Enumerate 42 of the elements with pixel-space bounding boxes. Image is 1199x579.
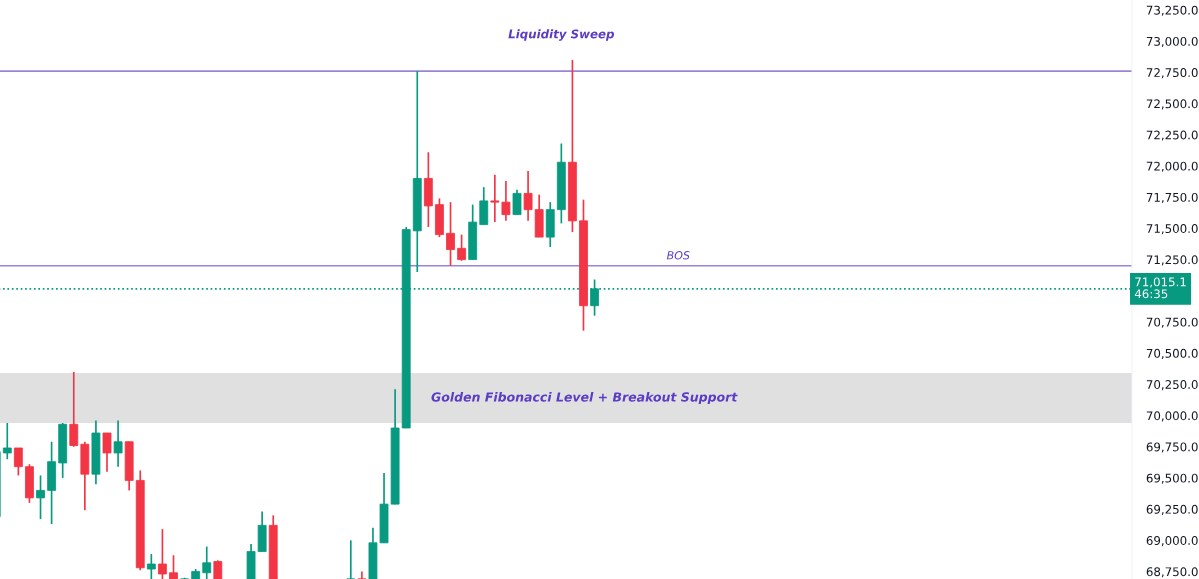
y-tick-label: 68,750.0 (1146, 567, 1198, 578)
candlestick (523, 170, 533, 222)
y-tick-label: 71,500.0 (1146, 224, 1198, 235)
candlestick (169, 554, 178, 579)
y-tick-label: 72,750.0 (1146, 68, 1198, 79)
y-tick-label: 69,250.0 (1146, 504, 1198, 515)
y-tick-label: 70,250.0 (1146, 380, 1198, 391)
y-tick-label: 72,000.0 (1146, 161, 1198, 172)
band-label: Golden Fibonacci Level + Breakout Support (431, 392, 738, 405)
candlestick (158, 528, 167, 579)
y-tick-label: 69,500.0 (1146, 473, 1198, 484)
y-tick-label: 71,250.0 (1146, 255, 1198, 266)
y-tick-label: 71,750.0 (1146, 192, 1198, 204)
candlestick (102, 432, 112, 473)
candlestick (113, 419, 123, 468)
candlestick (501, 180, 511, 222)
candlestick (346, 539, 356, 579)
candlestick (446, 201, 455, 267)
y-tick-label: 69,750.0 (1146, 442, 1198, 453)
y-tick-label: 70,000.0 (1146, 411, 1198, 422)
candlestick (2, 422, 12, 461)
y-tick-label: 73,250.0 (1146, 5, 1198, 16)
y-tick-label: 70,750.0 (1146, 317, 1198, 328)
candlestick (357, 570, 367, 579)
candlestick (490, 173, 500, 223)
candlestick (69, 371, 79, 448)
ref-line-label: Liquidity Sweep (508, 29, 615, 41)
y-tick-label: 72,250.0 (1146, 130, 1198, 141)
candlestick (457, 233, 467, 262)
candlestick (13, 447, 23, 477)
y-tick-label: 72,500.0 (1146, 99, 1198, 110)
y-tick-label: 73,000.0 (1146, 36, 1198, 48)
candlestick (36, 474, 45, 520)
candlestick (146, 553, 156, 579)
ref-line-label: BOS (666, 251, 690, 260)
candlestick (202, 545, 212, 579)
candlestick (479, 186, 489, 226)
ref-line-label: 71,015.1 46:35 (1134, 277, 1186, 299)
y-tick-label: 70,500.0 (1146, 348, 1198, 359)
candlestick (213, 559, 223, 579)
candlestick (512, 188, 522, 216)
y-tick-label: 69,000.0 (1146, 536, 1198, 547)
